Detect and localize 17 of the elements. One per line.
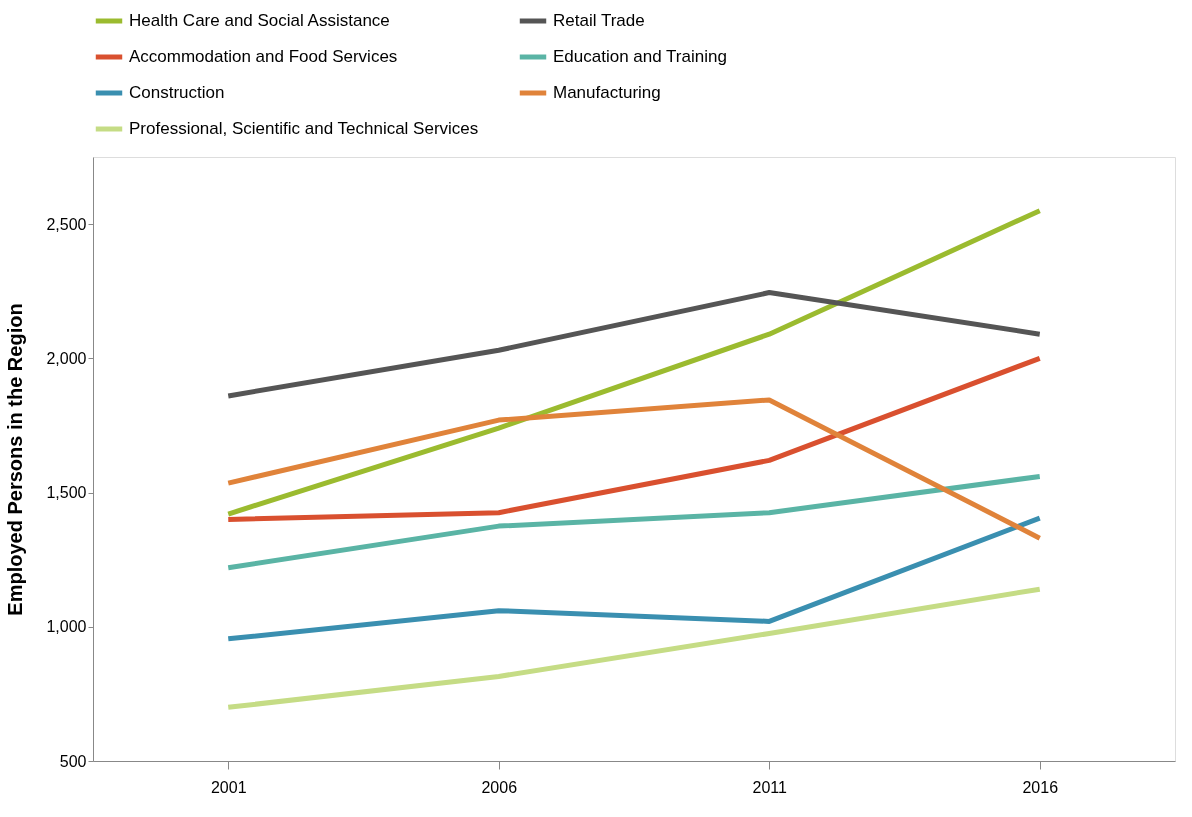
legend-label: Construction: [129, 83, 225, 102]
legend-label: Health Care and Social Assistance: [129, 11, 390, 30]
x-tick-label: 2006: [481, 778, 518, 796]
y-tick-label: 2,000: [46, 349, 87, 367]
y-tick-label: 1,000: [46, 618, 87, 636]
legend-label: Manufacturing: [553, 83, 661, 102]
legend-label: Accommodation and Food Services: [129, 47, 398, 66]
x-tick-label: 2011: [752, 778, 788, 796]
legend-label: Professional, Scientific and Technical Services: [129, 119, 479, 138]
y-tick-label: 500: [59, 752, 87, 770]
y-axis-title: Employed Persons in the Region: [4, 303, 27, 616]
x-tick-label: 2016: [1022, 778, 1059, 796]
legend-label: Education and Training: [553, 47, 727, 66]
y-tick-label: 2,500: [46, 215, 87, 233]
legend-label: Retail Trade: [553, 11, 645, 30]
y-tick-label: 1,500: [46, 484, 87, 502]
x-tick-label: 2001: [210, 778, 247, 796]
